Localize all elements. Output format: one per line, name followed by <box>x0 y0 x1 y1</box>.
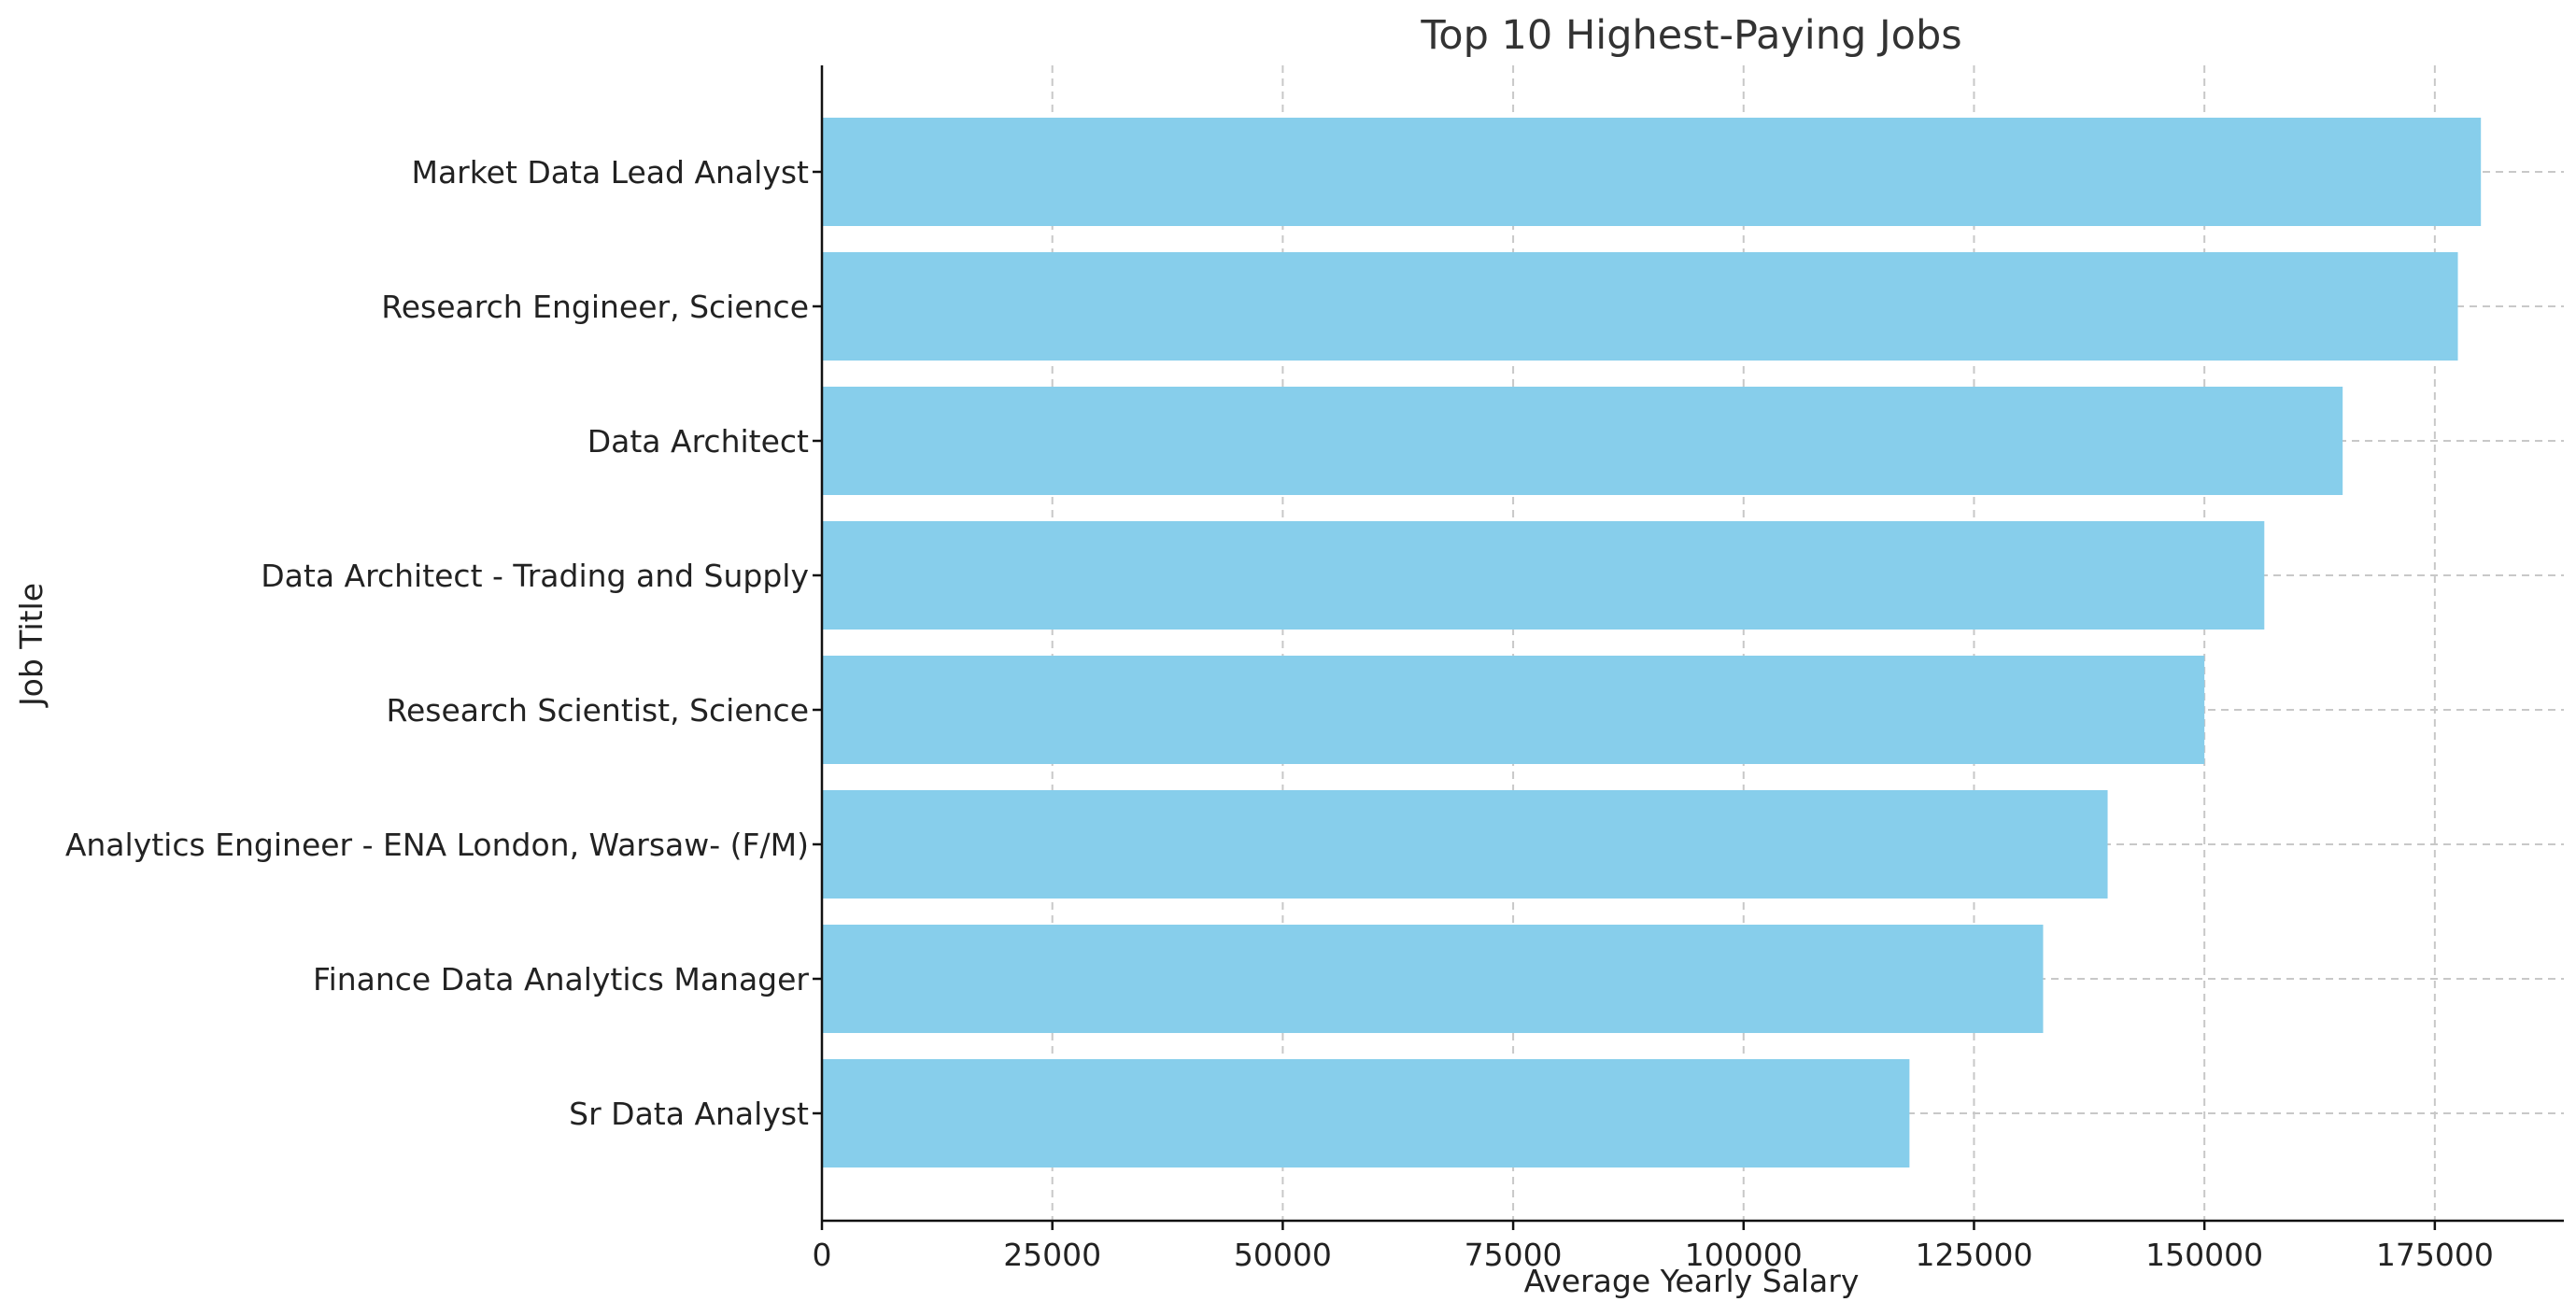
y-tick-label: Research Engineer, Science <box>381 289 809 325</box>
bar-6 <box>822 790 2108 899</box>
x-tick-label: 75000 <box>1465 1237 1563 1273</box>
bar-7 <box>822 925 2044 1033</box>
y-tick-label: Analytics Engineer - ENA London, Warsaw-… <box>65 827 809 863</box>
bar-layer <box>822 118 2482 1167</box>
y-tick-label: Data Architect <box>587 423 809 460</box>
grid-layer <box>822 65 2564 1221</box>
x-axis-label: Average Yearly Salary <box>1524 1263 1860 1299</box>
x-tick-label: 175000 <box>2376 1237 2494 1273</box>
bar-2 <box>822 252 2458 361</box>
bar-3 <box>822 387 2343 495</box>
x-tick-label: 50000 <box>1234 1237 1332 1273</box>
y-tick-label: Research Scientist, Science <box>387 692 809 729</box>
x-tick-label: 100000 <box>1685 1237 1803 1273</box>
x-tick-label: 125000 <box>1915 1237 2032 1273</box>
bar-5 <box>822 656 2205 764</box>
bar-1 <box>822 118 2482 226</box>
y-tick-label: Data Architect - Trading and Supply <box>261 558 809 594</box>
y-axis-label: Job Title <box>13 583 50 708</box>
axis-layer: 0 25000 50000 75000 100000 125000 150000 175000… <box>65 65 2564 1273</box>
bar-4 <box>822 521 2265 630</box>
y-tick-label: Sr Data Analyst <box>569 1096 809 1132</box>
x-tick-label: 150000 <box>2145 1237 2263 1273</box>
x-tick-label: 25000 <box>1003 1237 1101 1273</box>
chart-title: Top 10 Highest-Paying Jobs <box>1420 12 1961 59</box>
y-tick-label: Finance Data Analytics Manager <box>313 961 809 998</box>
x-tick-label: 0 <box>813 1237 832 1273</box>
y-tick-label: Market Data Lead Analyst <box>411 154 809 191</box>
bar-8 <box>822 1059 1910 1167</box>
